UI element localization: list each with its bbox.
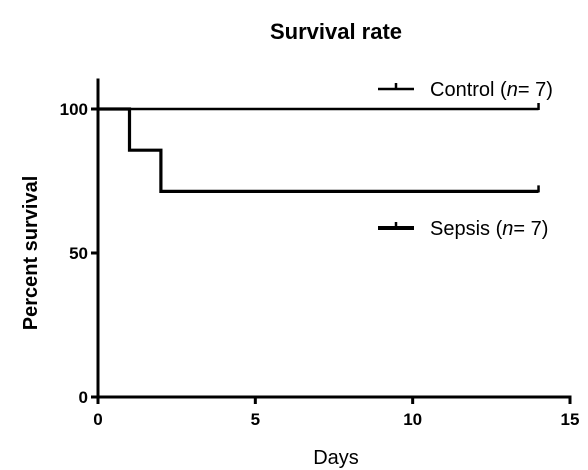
chart-title: Survival rate (270, 19, 402, 44)
x-axis-title: Days (313, 447, 359, 469)
x-tick-label: 10 (403, 410, 422, 429)
series-line-sepsis (98, 107, 539, 193)
y-tick-label: 50 (69, 244, 88, 263)
legend: Control (n= 7) Sepsis (n= 7) (378, 79, 553, 240)
x-tick-label: 0 (93, 410, 102, 429)
x-axis-ticks: 0 5 10 15 (93, 397, 579, 429)
legend-item-control: Control (n= 7) (378, 79, 553, 101)
y-axis-title: Percent survival (20, 176, 42, 331)
y-tick-label: 100 (60, 100, 88, 119)
series-group (98, 103, 540, 193)
x-tick-label: 5 (251, 410, 260, 429)
legend-item-sepsis: Sepsis (n= 7) (378, 218, 548, 240)
legend-label-control: Control (n= 7) (430, 79, 553, 101)
y-axis-ticks: 0 50 100 (60, 100, 98, 407)
x-tick-label: 15 (561, 410, 580, 429)
legend-label-sepsis: Sepsis (n= 7) (430, 218, 548, 240)
y-tick-label: 0 (79, 388, 88, 407)
